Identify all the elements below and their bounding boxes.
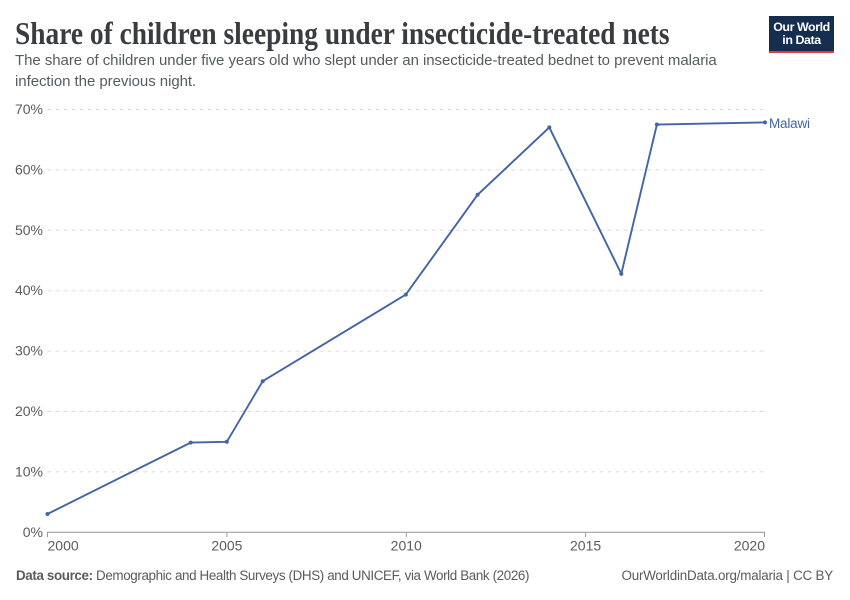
svg-text:2000: 2000 (48, 538, 79, 554)
svg-text:2005: 2005 (211, 538, 242, 554)
svg-text:2010: 2010 (391, 538, 422, 554)
svg-text:70%: 70% (15, 101, 43, 117)
svg-text:50%: 50% (15, 222, 43, 238)
svg-text:2015: 2015 (570, 538, 601, 554)
svg-text:40%: 40% (15, 282, 43, 298)
svg-text:10%: 10% (15, 463, 43, 479)
svg-text:2020: 2020 (734, 538, 765, 554)
svg-text:20%: 20% (15, 403, 43, 419)
svg-text:0%: 0% (23, 524, 43, 540)
svg-text:60%: 60% (15, 161, 43, 177)
svg-text:30%: 30% (15, 343, 43, 359)
svg-text:Malawi: Malawi (769, 116, 810, 131)
